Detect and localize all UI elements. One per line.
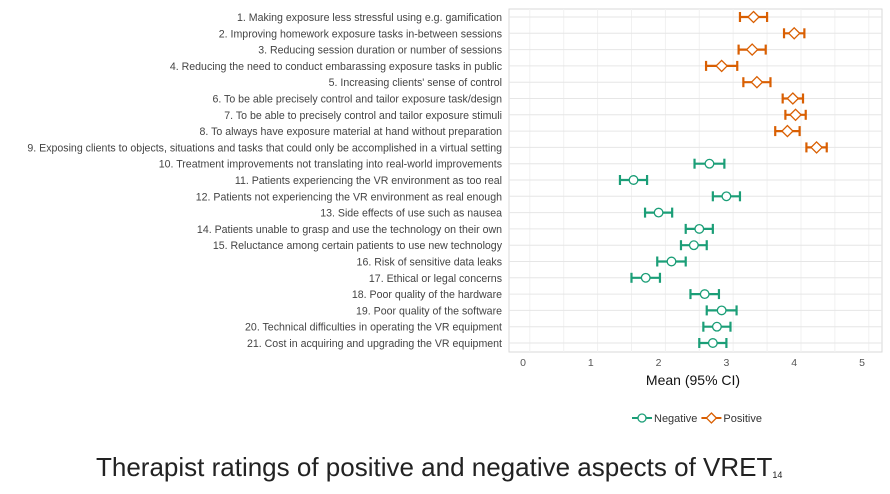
data-point-negative xyxy=(656,256,687,267)
row-label: 14. Patients unable to grasp and use the… xyxy=(197,224,502,236)
row-label: 1. Making exposure less stressful using … xyxy=(237,12,502,24)
row-label: 17. Ethical or legal concerns xyxy=(369,273,502,285)
mean-marker-circle xyxy=(704,158,715,169)
figure-caption: Therapist ratings of positive and negati… xyxy=(96,452,782,483)
caption-text: Therapist ratings of positive and negati… xyxy=(96,452,773,482)
mean-marker-circle xyxy=(707,338,718,348)
mean-marker-diamond xyxy=(810,140,823,154)
data-marks xyxy=(618,10,828,348)
data-point-negative xyxy=(702,321,732,332)
legend: Negative Positive xyxy=(632,412,762,425)
row-label: 4. Reducing the need to conduct embarass… xyxy=(170,61,503,73)
row-label: 9. Exposing clients to objects, situatio… xyxy=(27,142,502,154)
mean-marker-circle xyxy=(628,175,639,185)
row-label: 21. Cost in acquiring and upgrading the … xyxy=(247,338,502,350)
data-point-positive xyxy=(738,10,769,24)
legend-diamond-icon xyxy=(705,412,718,424)
row-label: 3. Reducing session duration or number o… xyxy=(258,45,502,57)
mean-marker-diamond xyxy=(745,43,759,57)
mean-marker-circle xyxy=(716,305,727,316)
row-label: 2. Improving homework exposure tasks in-… xyxy=(219,28,502,40)
data-point-negative xyxy=(705,305,738,316)
mean-marker-circle xyxy=(640,272,651,283)
mean-marker-circle xyxy=(699,289,710,300)
row-labels: 1. Making exposure less stressful using … xyxy=(27,12,502,350)
mean-marker-circle xyxy=(666,256,677,267)
caption-footnote: 14 xyxy=(772,470,783,480)
legend-label: Positive xyxy=(723,413,762,425)
data-point-positive xyxy=(781,92,805,105)
mean-marker-diamond xyxy=(715,59,729,73)
data-point-negative xyxy=(630,272,662,283)
row-label: 18. Poor quality of the hardware xyxy=(352,289,502,301)
row-label: 19. Poor quality of the software xyxy=(356,305,502,317)
row-label: 11. Patients experiencing the VR environ… xyxy=(235,175,502,187)
x-tick-label: 3 xyxy=(723,357,729,369)
data-point-positive xyxy=(774,124,801,138)
row-label: 10. Treatment improvements not translati… xyxy=(159,159,502,171)
data-point-positive xyxy=(737,43,767,57)
x-tick-label: 5 xyxy=(859,357,865,369)
mean-marker-diamond xyxy=(786,92,800,105)
legend-circle-icon xyxy=(637,413,647,423)
mean-marker-circle xyxy=(653,207,664,218)
mean-marker-diamond xyxy=(750,75,764,89)
legend-item-positive: Positive xyxy=(701,412,762,425)
row-label: 16. Risk of sensitive data leaks xyxy=(357,257,502,269)
data-point-negative xyxy=(711,191,742,202)
mean-marker-circle xyxy=(688,240,699,251)
data-point-negative xyxy=(618,175,649,185)
mean-marker-diamond xyxy=(781,124,794,138)
x-tick-label: 2 xyxy=(656,357,662,369)
row-label: 7. To be able to precisely control and t… xyxy=(224,110,502,122)
row-label: 12. Patients not experiencing the VR env… xyxy=(196,191,502,203)
x-tick-label: 4 xyxy=(791,357,797,369)
row-label: 15. Reluctance among certain patients to… xyxy=(213,240,503,252)
mean-marker-diamond xyxy=(789,108,802,122)
data-point-positive xyxy=(704,59,739,73)
data-point-positive xyxy=(742,75,772,89)
row-label: 13. Side effects of use such as nausea xyxy=(320,208,502,220)
data-point-positive xyxy=(782,26,806,40)
data-point-negative xyxy=(693,158,726,169)
plot-panel xyxy=(508,8,883,353)
mean-marker-circle xyxy=(711,321,722,332)
mean-marker-diamond xyxy=(747,10,760,24)
row-label: 5. Increasing clients' sense of control xyxy=(329,77,502,89)
data-point-negative xyxy=(643,207,674,218)
row-label: 20. Technical difficulties in operating … xyxy=(245,322,502,334)
legend-label: Negative xyxy=(654,413,697,425)
data-point-negative xyxy=(698,338,728,348)
data-point-negative xyxy=(679,240,708,251)
x-tick-label: 1 xyxy=(588,357,594,369)
data-point-negative xyxy=(689,289,721,300)
mean-marker-circle xyxy=(694,223,705,234)
x-tick-label: 0 xyxy=(520,357,526,369)
x-tick-labels: 0 1 2 3 4 5 xyxy=(520,357,865,369)
x-axis-label: Mean (95% CI) xyxy=(646,372,740,388)
mean-marker-circle xyxy=(721,191,732,202)
data-point-negative xyxy=(684,223,714,234)
mean-marker-diamond xyxy=(787,26,801,40)
row-label: 8. To always have exposure material at h… xyxy=(200,126,503,138)
row-label: 6. To be able precisely control and tail… xyxy=(212,94,502,106)
legend-item-negative: Negative xyxy=(632,413,697,425)
data-point-positive xyxy=(784,108,807,122)
data-point-positive xyxy=(805,140,828,154)
